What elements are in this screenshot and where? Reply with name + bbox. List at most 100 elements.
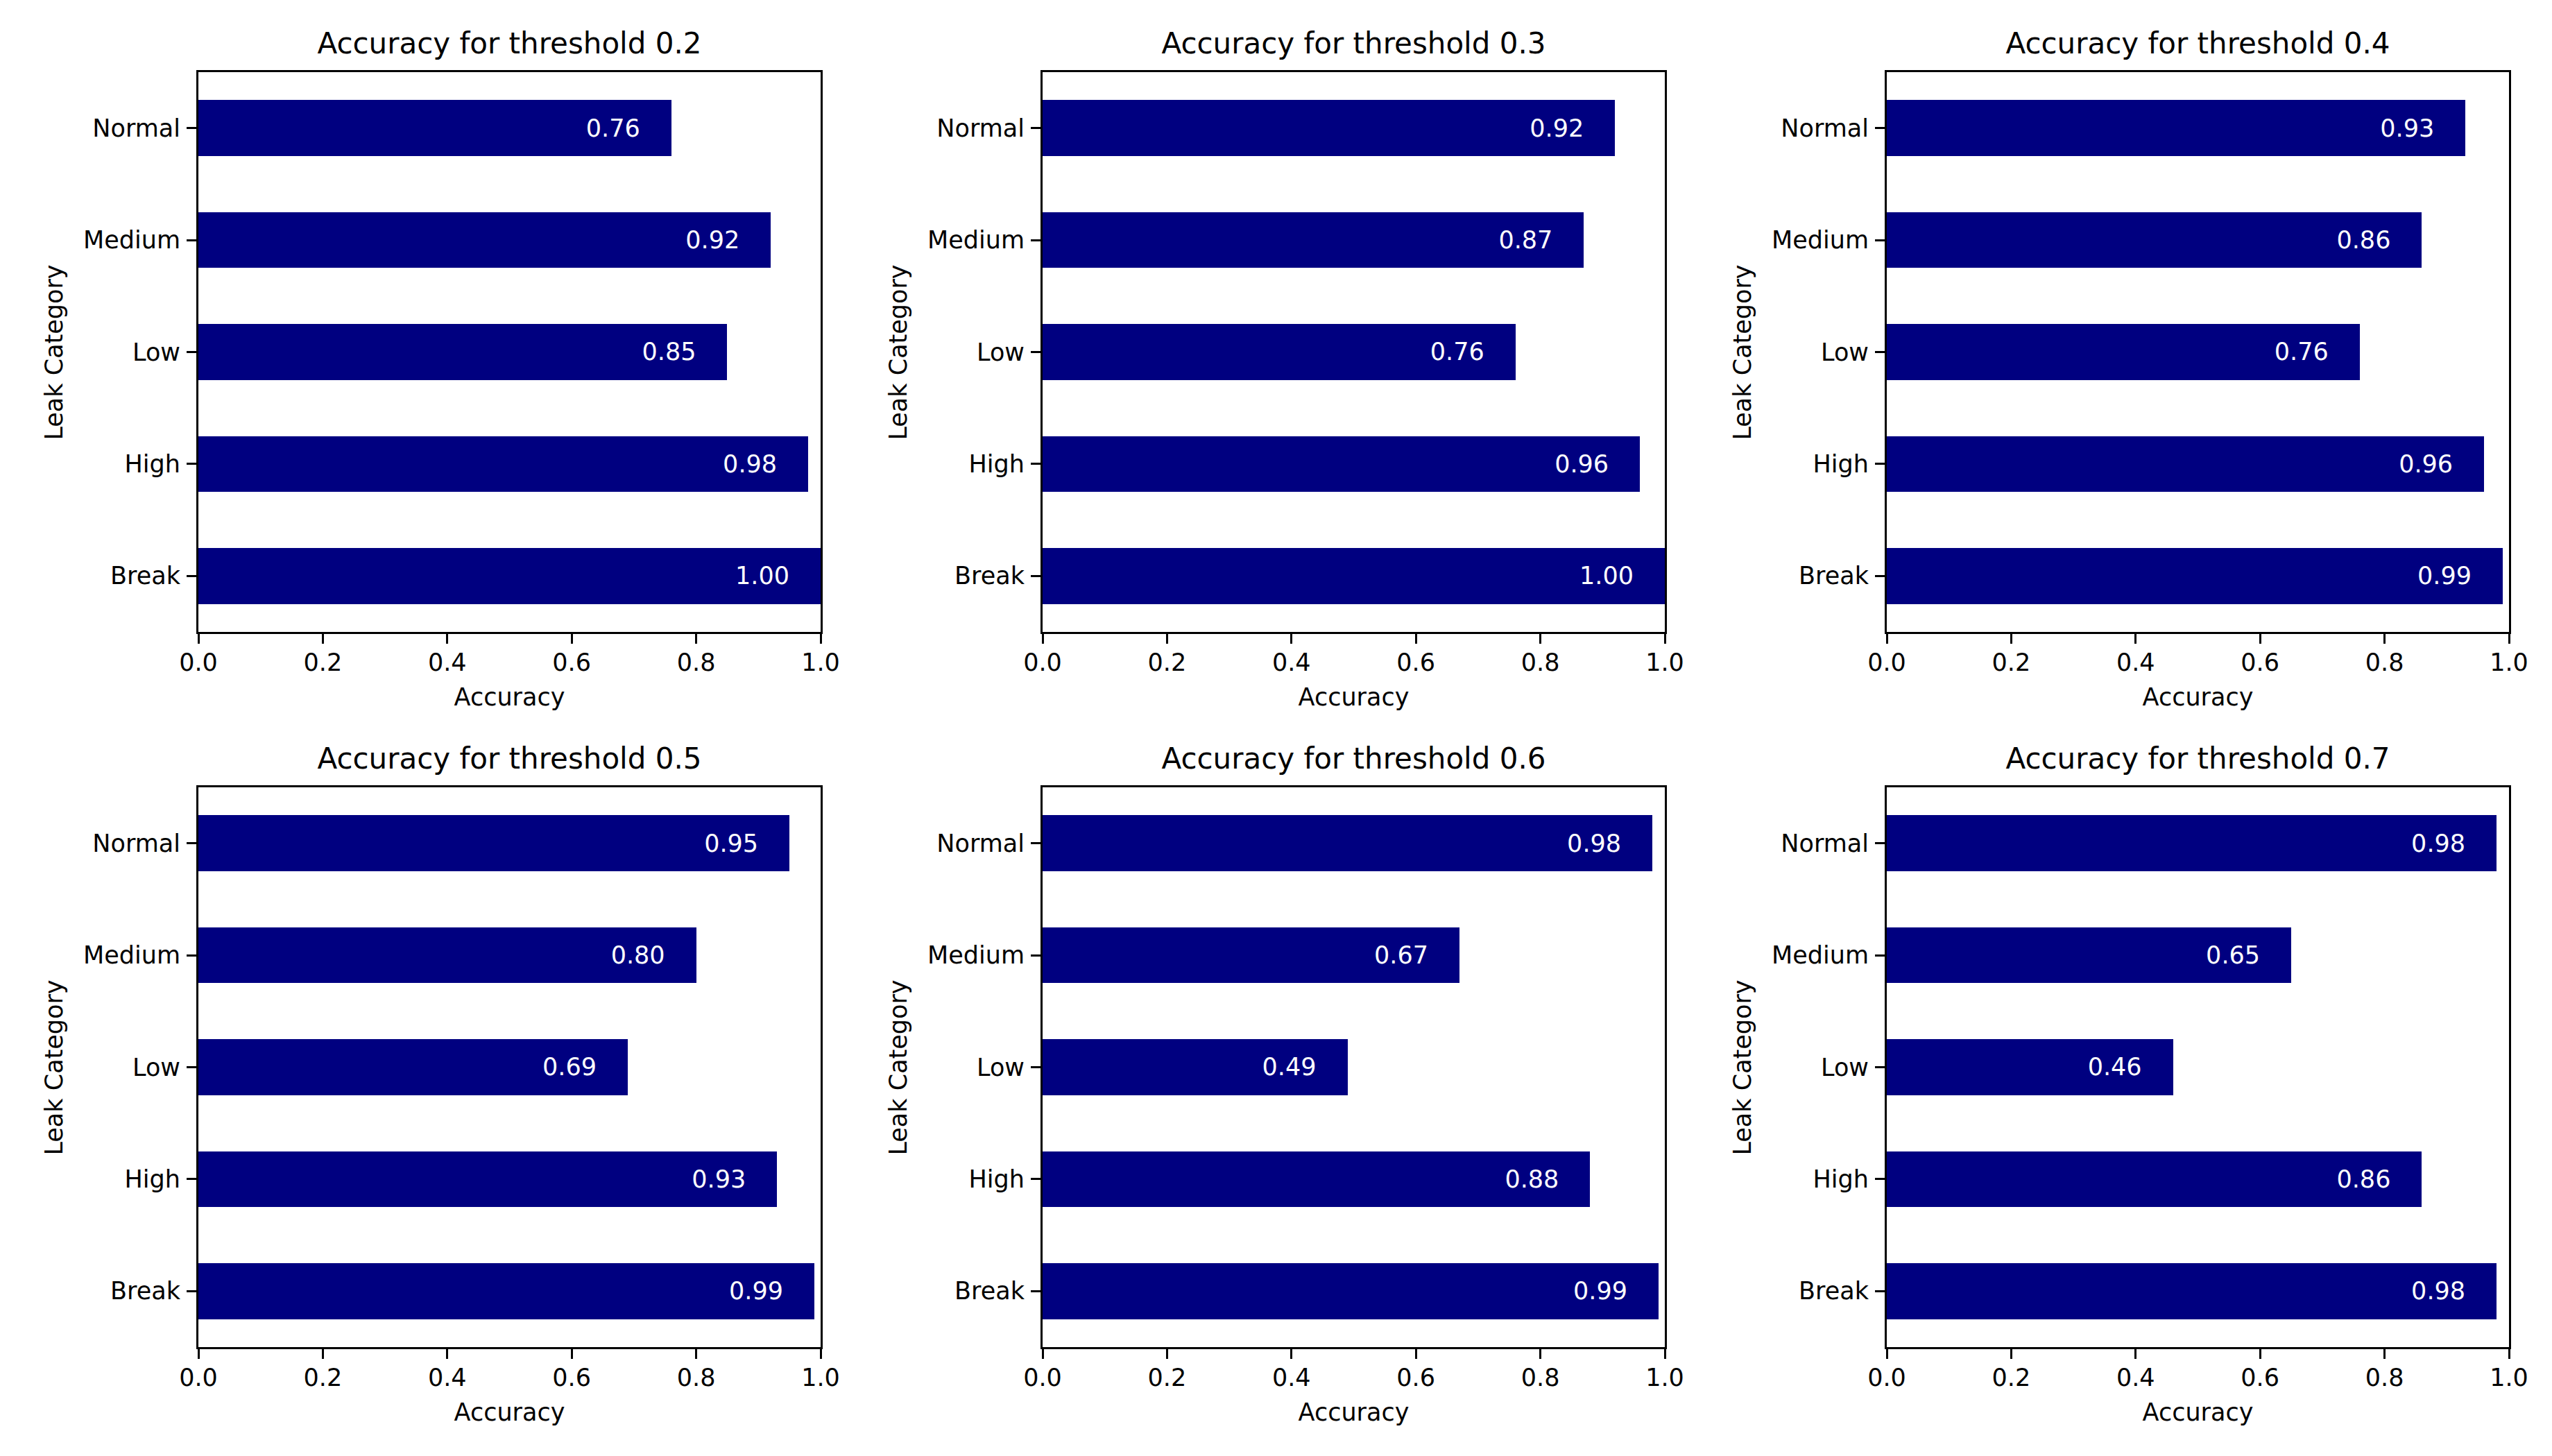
- y-tick-label-high: High: [1813, 1165, 1869, 1193]
- figure: Accuracy for threshold 0.2 Accuracy Leak C…: [0, 0, 2552, 1456]
- x-tick-mark: [2508, 1349, 2510, 1359]
- x-tick-label: 0.8: [677, 649, 716, 676]
- x-tick-mark: [198, 1349, 200, 1359]
- y-tick-mark: [187, 239, 196, 241]
- bar-normal: 0.76: [198, 100, 671, 156]
- y-tick-mark: [1031, 1178, 1041, 1180]
- y-tick-mark: [1031, 239, 1041, 241]
- bar-medium: 0.92: [198, 212, 771, 268]
- y-tick-label-break: Break: [954, 562, 1025, 590]
- plot-area: Normal0.98Medium0.65Low0.46High0.86Break…: [1887, 787, 2509, 1347]
- x-tick-mark: [322, 634, 324, 644]
- y-tick-mark: [1031, 842, 1041, 844]
- x-axis-label: Accuracy: [454, 683, 565, 711]
- y-tick-mark: [1875, 1290, 1885, 1292]
- y-tick-mark: [1031, 351, 1041, 353]
- y-tick-mark: [187, 127, 196, 129]
- plot-area: Normal0.92Medium0.87Low0.76High0.96Break…: [1043, 72, 1665, 632]
- bar-value-label: 0.98: [2411, 1277, 2465, 1305]
- y-axis-label: Leak Category: [884, 264, 912, 440]
- y-tick-mark: [1875, 1066, 1885, 1068]
- plot-area: Normal0.76Medium0.92Low0.85High0.98Break…: [198, 72, 821, 632]
- x-tick-label: 1.0: [2490, 649, 2528, 676]
- bar-high: 0.86: [1887, 1151, 2422, 1208]
- bar-break: 1.00: [1043, 548, 1665, 604]
- bar-normal: 0.93: [1887, 100, 2465, 156]
- bar-break: 0.98: [1887, 1263, 2497, 1319]
- x-tick-label: 0.2: [1148, 649, 1187, 676]
- bar-value-label: 0.76: [1430, 338, 1484, 366]
- bar-value-label: 0.93: [2380, 114, 2434, 142]
- y-tick-mark: [1875, 842, 1885, 844]
- x-tick-mark: [1886, 1349, 1888, 1359]
- x-tick-mark: [1290, 634, 1292, 644]
- x-tick-label: 0.6: [552, 649, 591, 676]
- bar-low: 0.76: [1043, 324, 1516, 380]
- bar-normal: 0.92: [1043, 100, 1615, 156]
- bar-low: 0.46: [1887, 1039, 2173, 1095]
- x-tick-mark: [1166, 634, 1168, 644]
- y-tick-label-low: Low: [977, 1054, 1025, 1081]
- x-tick-label: 0.4: [2116, 649, 2155, 676]
- bar-break: 0.99: [198, 1263, 814, 1319]
- x-tick-mark: [571, 634, 573, 644]
- y-tick-label-normal: Normal: [92, 114, 180, 142]
- bar-value-label: 0.76: [586, 114, 640, 142]
- bar-value-label: 0.49: [1262, 1053, 1317, 1081]
- x-tick-label: 0.6: [2241, 1364, 2279, 1391]
- bar-high: 0.98: [198, 436, 808, 493]
- y-tick-mark: [187, 954, 196, 957]
- x-tick-label: 0.0: [1867, 649, 1906, 676]
- bar-value-label: 0.92: [1530, 114, 1584, 142]
- x-tick-label: 0.4: [1272, 1364, 1311, 1391]
- x-tick-mark: [1539, 634, 1541, 644]
- y-tick-label-high: High: [125, 450, 180, 478]
- bar-medium: 0.86: [1887, 212, 2422, 268]
- plot-title: Accuracy for threshold 0.2: [317, 28, 701, 60]
- x-tick-label: 0.0: [1023, 1364, 1062, 1391]
- y-tick-mark: [1875, 1178, 1885, 1180]
- y-tick-mark: [1875, 575, 1885, 577]
- bar-normal: 0.98: [1043, 815, 1652, 871]
- x-tick-mark: [2259, 634, 2261, 644]
- x-tick-label: 0.8: [2365, 1364, 2404, 1391]
- x-tick-label: 0.6: [1396, 649, 1435, 676]
- y-tick-label-low: Low: [132, 1054, 180, 1081]
- subplot-threshold-0-7: Accuracy for threshold 0.7AccuracyLeak C…: [1885, 785, 2511, 1349]
- x-tick-mark: [2383, 634, 2386, 644]
- x-tick-label: 0.4: [2116, 1364, 2155, 1391]
- x-tick-label: 1.0: [801, 1364, 840, 1391]
- y-tick-label-medium: Medium: [927, 226, 1025, 254]
- bar-medium: 0.65: [1887, 927, 2291, 984]
- x-tick-label: 0.0: [179, 649, 218, 676]
- x-tick-label: 0.0: [1867, 1364, 1906, 1391]
- y-axis-label: Leak Category: [40, 264, 68, 440]
- bar-break: 0.99: [1887, 548, 2503, 604]
- y-tick-label-high: High: [1813, 450, 1869, 478]
- x-tick-label: 0.4: [428, 649, 467, 676]
- y-tick-label-high: High: [969, 450, 1025, 478]
- bar-low: 0.49: [1043, 1039, 1348, 1095]
- bar-value-label: 0.98: [723, 450, 777, 478]
- x-tick-mark: [1290, 1349, 1292, 1359]
- bar-break: 1.00: [198, 548, 821, 604]
- y-tick-mark: [187, 1066, 196, 1068]
- x-tick-label: 1.0: [2490, 1364, 2528, 1391]
- subplot-threshold-0-6: Accuracy for threshold 0.6AccuracyLeak C…: [1041, 785, 1667, 1349]
- x-tick-mark: [820, 634, 822, 644]
- plot-title: Accuracy for threshold 0.5: [317, 743, 701, 775]
- x-tick-mark: [1042, 634, 1044, 644]
- x-tick-mark: [1415, 1349, 1417, 1359]
- x-tick-mark: [1886, 634, 1888, 644]
- bar-value-label: 1.00: [1579, 562, 1634, 590]
- bar-value-label: 0.46: [2088, 1053, 2142, 1081]
- x-tick-mark: [1042, 1349, 1044, 1359]
- bar-value-label: 0.99: [729, 1277, 783, 1305]
- x-tick-label: 0.8: [1521, 649, 1560, 676]
- x-tick-mark: [1539, 1349, 1541, 1359]
- y-tick-mark: [187, 575, 196, 577]
- bar-value-label: 0.86: [2336, 1165, 2390, 1193]
- x-tick-mark: [2383, 1349, 2386, 1359]
- y-axis-label: Leak Category: [1729, 979, 1756, 1155]
- x-tick-label: 0.0: [179, 1364, 218, 1391]
